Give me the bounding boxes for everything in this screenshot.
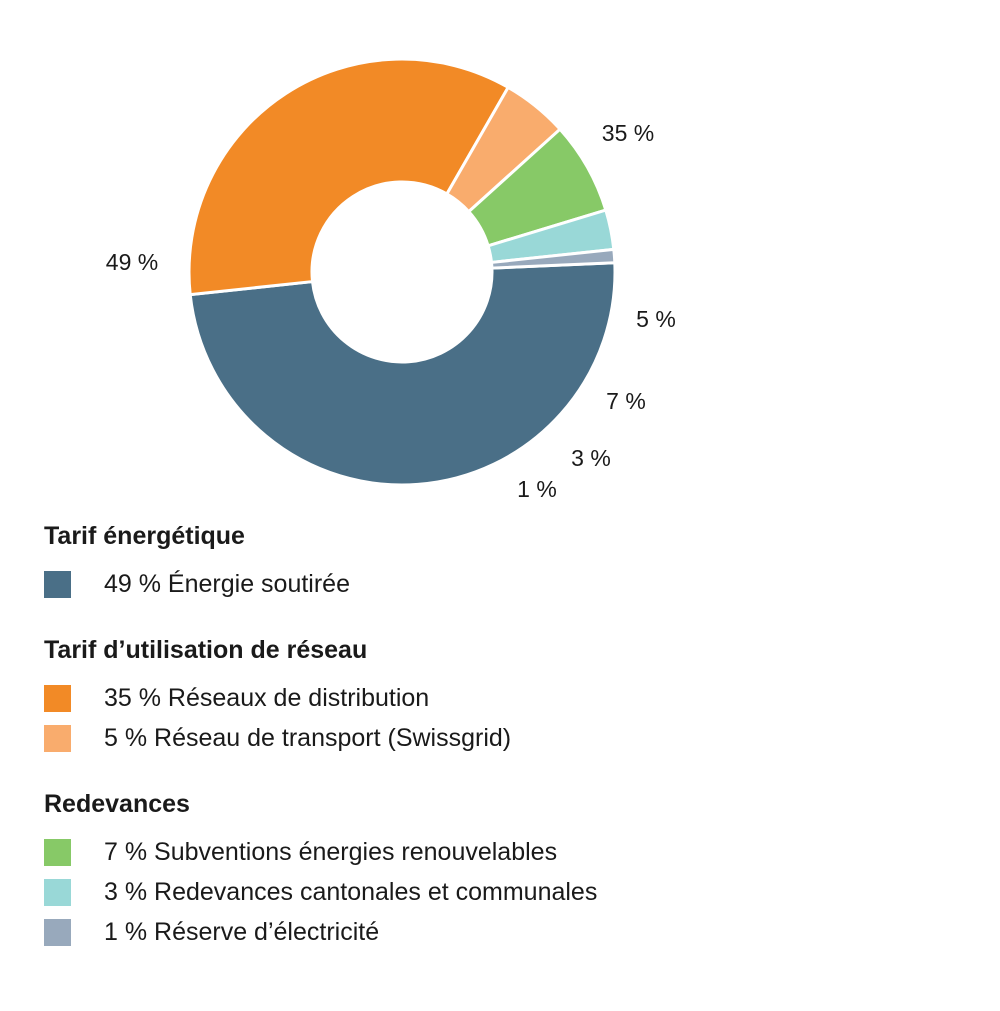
legend-group-energy-tariff: Tarif énergétique 49 % Énergie soutirée	[44, 518, 944, 604]
donut-slice	[188, 261, 617, 487]
slice-value-label: 5 %	[636, 306, 676, 332]
donut-slice	[187, 57, 511, 297]
legend-item: 49 % Énergie soutirée	[44, 564, 944, 604]
legend: Tarif énergétique 49 % Énergie soutirée …	[44, 518, 944, 980]
legend-swatch	[44, 879, 71, 906]
legend-item: 1 % Réserve d’électricité	[44, 912, 944, 952]
donut-chart: 49 % 35 % 5 % 7 % 3 % 1 %	[106, 57, 676, 502]
legend-item-label: 5 % Réseau de transport (Swissgrid)	[104, 724, 512, 752]
slice-value-label: 35 %	[602, 120, 654, 146]
legend-item: 35 % Réseaux de distribution	[44, 678, 944, 718]
legend-item: 7 % Subventions énergies renouvelables	[44, 832, 944, 872]
legend-swatch	[44, 839, 71, 866]
legend-item-label: 3 % Redevances cantonales et communales	[104, 878, 598, 906]
legend-swatch	[44, 725, 71, 752]
slice-value-label: 1 %	[517, 476, 557, 502]
slice-value-label: 7 %	[606, 388, 646, 414]
legend-item-label: 35 % Réseaux de distribution	[104, 684, 430, 712]
slice-value-label: 49 %	[106, 249, 158, 275]
legend-item-label: 1 % Réserve d’électricité	[104, 918, 380, 946]
legend-item: 3 % Redevances cantonales et communales	[44, 872, 944, 912]
legend-swatch	[44, 685, 71, 712]
legend-group-title: Tarif d’utilisation de réseau	[44, 636, 368, 664]
legend-item: 5 % Réseau de transport (Swissgrid)	[44, 718, 944, 758]
slice-value-label: 3 %	[571, 445, 611, 471]
legend-swatch	[44, 919, 71, 946]
legend-group-network-tariff: Tarif d’utilisation de réseau 35 % Résea…	[44, 632, 944, 758]
legend-group-fees: Redevances 7 % Subventions énergies reno…	[44, 786, 944, 952]
legend-swatch	[44, 571, 71, 598]
donut-slice	[489, 247, 617, 270]
legend-group-title: Redevances	[44, 790, 190, 818]
legend-group-title: Tarif énergétique	[44, 522, 245, 550]
legend-item-label: 49 % Énergie soutirée	[104, 570, 350, 598]
legend-item-label: 7 % Subventions énergies renouvelables	[104, 838, 558, 866]
